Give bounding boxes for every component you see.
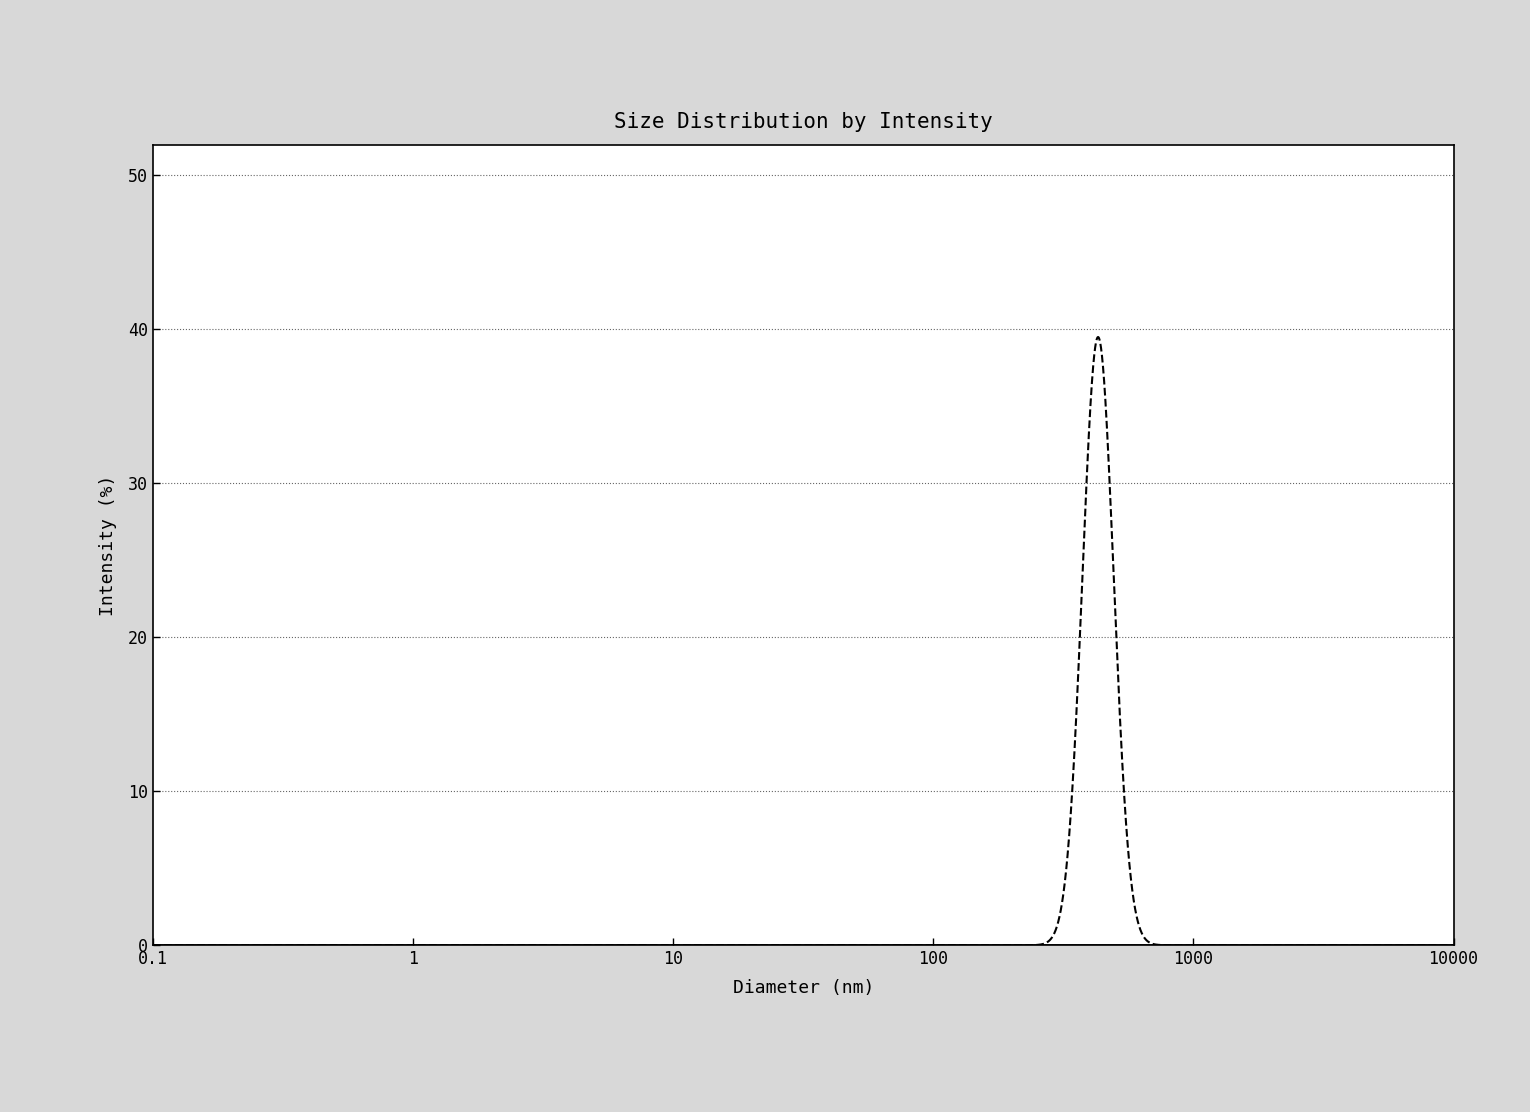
X-axis label: Diameter (nm): Diameter (nm) xyxy=(733,980,874,997)
Title: Size Distribution by Intensity: Size Distribution by Intensity xyxy=(614,112,993,132)
Y-axis label: Intensity (%): Intensity (%) xyxy=(99,474,116,616)
